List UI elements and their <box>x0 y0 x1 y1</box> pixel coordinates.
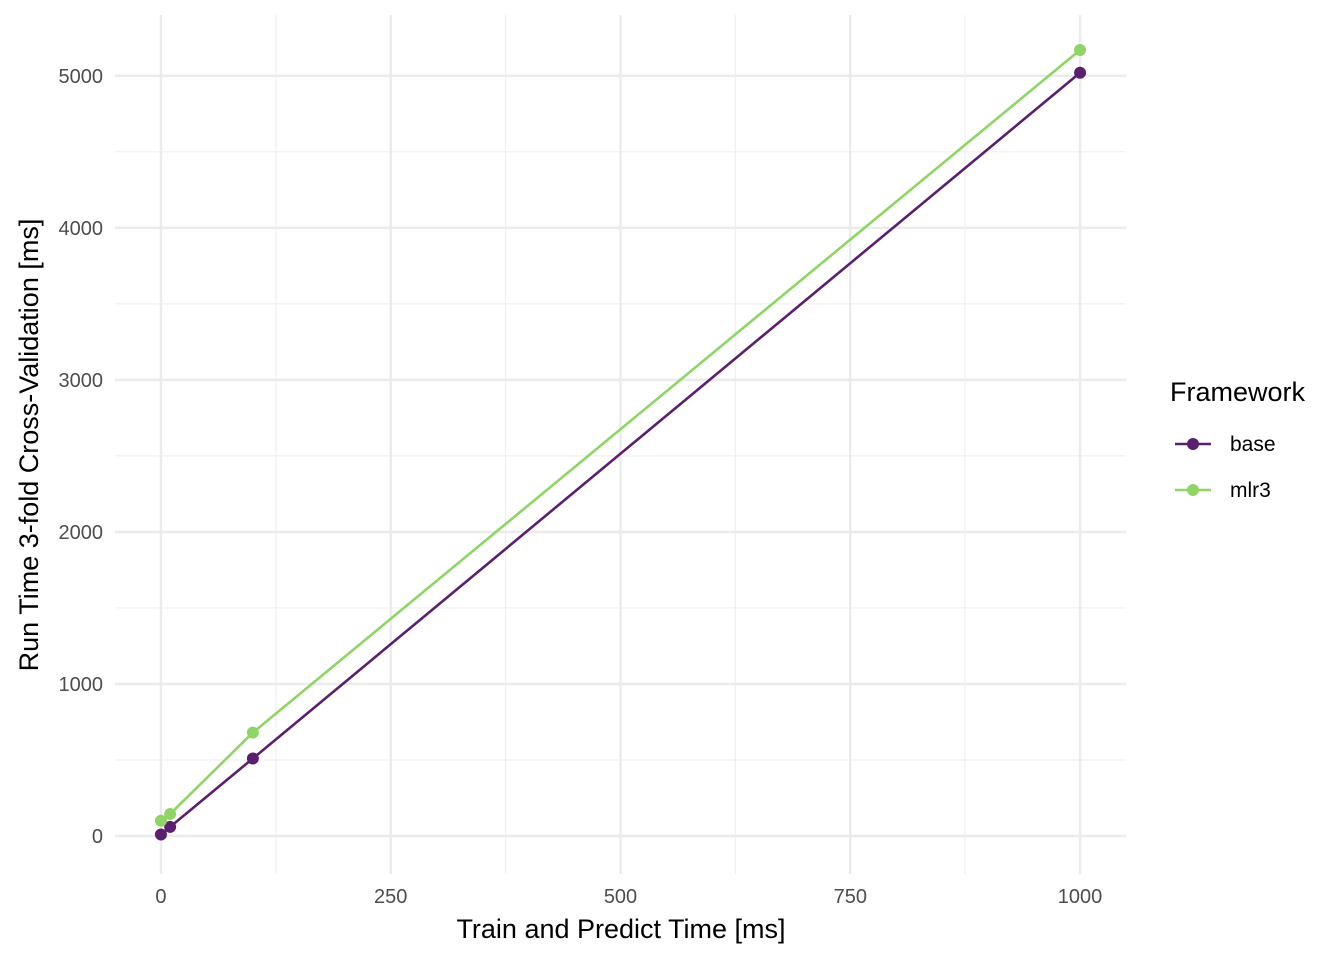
major-gridlines <box>115 15 1126 874</box>
data-point-base <box>154 828 167 841</box>
x-tick-label: 750 <box>834 886 867 908</box>
legend-key-point-mlr3 <box>1187 484 1199 496</box>
data-point-mlr3 <box>154 814 167 827</box>
legend-items: base mlr3 <box>1175 433 1276 502</box>
x-axis-title: Train and Predict Time [ms] <box>456 914 785 944</box>
x-tick-label: 250 <box>374 886 407 908</box>
x-tick-label: 1000 <box>1058 886 1103 908</box>
y-axis-tick-labels: 0 1000 2000 3000 4000 5000 <box>59 66 104 848</box>
legend-title: Framework <box>1170 377 1306 407</box>
x-axis-tick-labels: 0 250 500 750 1000 <box>155 886 1102 908</box>
data-point-mlr3 <box>1074 43 1087 56</box>
y-tick-label: 3000 <box>59 370 104 392</box>
y-tick-label: 0 <box>92 826 103 848</box>
legend-key-point-base <box>1187 438 1199 450</box>
data-point-base <box>164 820 177 833</box>
x-tick-label: 500 <box>604 886 637 908</box>
y-tick-label: 4000 <box>59 218 104 240</box>
legend-label-mlr3: mlr3 <box>1230 479 1271 502</box>
data-point-mlr3 <box>246 726 259 739</box>
y-tick-label: 5000 <box>59 66 104 88</box>
data-point-base <box>246 752 259 765</box>
series-layer <box>154 43 1087 841</box>
data-point-mlr3 <box>164 807 177 820</box>
y-tick-label: 1000 <box>59 674 104 696</box>
legend: Framework base mlr3 <box>1170 377 1306 502</box>
x-tick-label: 0 <box>155 886 166 908</box>
y-axis-title: Run Time 3-fold Cross-Validation [ms] <box>14 219 44 672</box>
data-point-base <box>1074 66 1087 79</box>
y-tick-label: 2000 <box>59 522 104 544</box>
legend-label-base: base <box>1230 433 1276 456</box>
